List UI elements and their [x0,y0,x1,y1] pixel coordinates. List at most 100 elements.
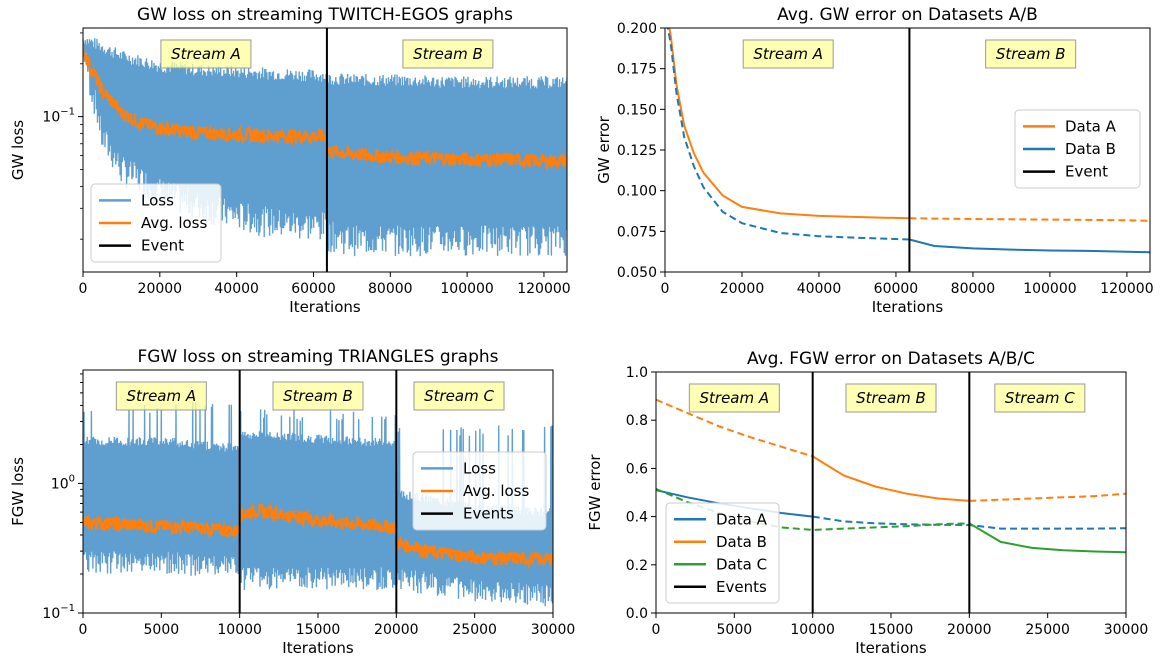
legend-label: Data A [716,510,768,528]
series-avg-loss [83,45,567,172]
stream-label-box [688,383,780,413]
series-data-b-solid [812,455,970,502]
legend-label: Data C [716,555,767,573]
legend-box [90,183,222,263]
stream-label: Stream B [413,45,483,63]
series-data-a-dashed [909,217,1150,222]
y-tick-label: 0.8 [626,413,648,429]
x-tick-label: 80000 [368,281,413,297]
y-tick-label: 0.150 [617,102,657,118]
stream-label-box [115,381,207,411]
x-tick-label: 0 [652,622,661,638]
y-tick-label: 10−1 [42,603,75,622]
x-tick-label: 15000 [296,622,341,638]
x-tick-label: 5000 [144,622,180,638]
y-tick-label: 100 [51,473,75,492]
legend: Loss Avg. loss Event [90,183,222,263]
x-tick-label: 40000 [797,281,842,297]
legend: Loss Avg. loss Events [412,451,547,531]
x-tick-label: 120000 [1100,281,1153,297]
y-tick-label: 0.0 [626,606,648,622]
chart-2: Stream A Stream B 0 20000 40000 60000 80000 100… [595,5,1154,316]
x-tick-label: 0 [79,281,88,297]
series-data-b-dashed [969,492,1126,502]
stream-label: Stream A [753,45,823,63]
legend-label: Event [1065,163,1108,181]
legend-label: Avg. loss [463,482,529,500]
plot-area [83,38,567,257]
x-tick-label: 120000 [517,281,570,297]
x-tick-label: 20000 [374,622,419,638]
series-data-c-solid [968,522,1126,554]
stream-label-box [742,39,834,69]
stream-label: Stream A [127,387,197,405]
x-tick-label: 20000 [947,622,992,638]
x-tick-label: 10000 [790,622,835,638]
chart-title: GW loss on streaming TWITCH-EGOS graphs [137,5,513,25]
x-tick-label: 0 [79,622,88,638]
series-data-b-solid [909,238,1150,254]
legend-box [412,451,547,531]
y-tick-label: 0.4 [626,510,648,526]
y-axis-label: FGW error [586,454,604,531]
x-tick-label: 20000 [720,281,765,297]
stream-label-box [994,383,1086,413]
legend-label: Data B [716,533,767,551]
x-tick-label: 25000 [452,622,497,638]
y-tick-label: 0.075 [617,224,657,240]
legend-label: Loss [141,191,174,209]
legend-label: Data B [1065,140,1116,158]
stream-label: Stream A [171,45,241,63]
stream-label-box [160,39,252,69]
x-tick-label: 80000 [951,281,996,297]
y-tick-label: 0.125 [617,143,657,159]
legend-label: Event [141,237,184,255]
x-tick-label: 100000 [440,281,493,297]
legend-label: Avg. loss [141,214,207,232]
x-tick-label: 40000 [214,281,259,297]
chart-1: Stream A Stream B 0 20000 40000 60000 80000 100… [9,5,571,316]
series-avg-loss [83,501,553,570]
chart-4: Stream A Stream B Stream C 0 5000 10000 15000 2… [586,349,1148,657]
x-axis-label: Iterations [282,639,354,657]
legend-label: Data A [1065,117,1117,135]
series-loss [83,38,567,257]
legend-label: Loss [463,459,496,477]
x-tick-label: 60000 [291,281,336,297]
stream-label: Stream B [996,45,1066,63]
legend-label: Events [716,578,767,596]
x-tick-label: 10000 [217,622,262,638]
stream-label: Stream B [283,387,353,405]
stream-label-box [272,381,364,411]
x-tick-label: 15000 [869,622,914,638]
x-axis-label: Iterations [289,298,361,316]
series-data-a-solid [668,28,910,220]
legend: Data A Data B Event [1014,109,1141,189]
chart-title: Avg. GW error on Datasets A/B [777,5,1038,25]
stream-label-box [985,39,1077,69]
y-tick-label: 0.6 [626,461,648,477]
y-tick-label: 0.2 [626,558,648,574]
stream-label-box [413,381,505,411]
legend-box [1014,109,1141,189]
y-axis-label: FGW loss [9,457,27,526]
plot-frame [82,27,568,273]
stream-label: Stream A [700,389,770,407]
y-axis-label: GW error [595,115,613,183]
stream-label: Stream C [424,387,494,405]
x-tick-label: 30000 [531,622,576,638]
x-tick-label: 100000 [1023,281,1076,297]
legend-box [665,502,780,604]
stream-label: Stream B [856,389,926,407]
y-tick-label: 1.0 [626,365,648,381]
x-tick-label: 60000 [874,281,919,297]
x-tick-label: 25000 [1025,622,1070,638]
x-tick-label: 0 [661,281,670,297]
x-axis-label: Iterations [872,298,944,316]
x-tick-label: 5000 [717,622,753,638]
chart-title: Avg. FGW error on Datasets A/B/C [747,349,1035,369]
y-tick-label: 0.175 [617,62,657,78]
chart-title: FGW loss on streaming TRIANGLES graphs [137,347,498,367]
stream-label: Stream C [1005,389,1075,407]
